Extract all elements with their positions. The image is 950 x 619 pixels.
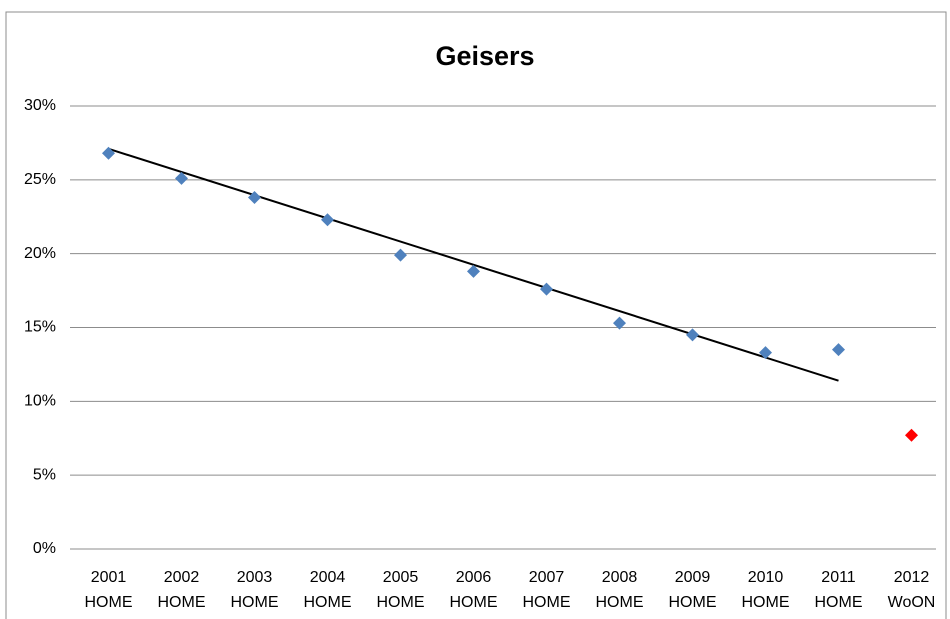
x-tick-label: 2012: [894, 569, 930, 586]
x-tick-label: HOME: [669, 594, 717, 611]
x-tick-label: HOME: [304, 594, 352, 611]
data-point: [467, 264, 480, 278]
y-tick-label: 20%: [24, 245, 56, 262]
data-point: [175, 171, 188, 185]
x-tick-label: WoON: [888, 594, 936, 611]
x-tick-label: 2009: [675, 569, 711, 586]
x-tick-label: 2011: [821, 569, 856, 586]
x-tick-label: 2008: [602, 569, 638, 586]
x-tick-label: HOME: [815, 594, 863, 611]
data-point: [905, 428, 918, 442]
y-tick-label: 0%: [33, 540, 56, 557]
x-tick-label: HOME: [523, 594, 571, 611]
x-tick-label: HOME: [377, 594, 425, 611]
x-tick-label: 2007: [529, 569, 565, 586]
x-tick-label: HOME: [231, 594, 279, 611]
x-tick-label: 2006: [456, 569, 492, 586]
data-point: [394, 248, 407, 262]
chart-title: Geisers: [435, 41, 534, 71]
data-point: [540, 282, 553, 296]
x-tick-label: HOME: [158, 594, 206, 611]
x-tick-label: 2010: [748, 569, 784, 586]
x-tick-label: 2002: [164, 569, 200, 586]
data-point: [613, 316, 626, 330]
data-point: [686, 328, 699, 342]
trendline: [108, 147, 839, 382]
y-tick-label: 5%: [33, 466, 56, 483]
data-point: [248, 191, 261, 205]
y-tick-label: 30%: [24, 97, 56, 114]
y-tick-label: 15%: [24, 319, 56, 336]
data-point: [759, 346, 772, 360]
data-point: [832, 343, 845, 357]
x-tick-label: 2001: [91, 569, 127, 586]
x-tick-label: 2003: [237, 569, 273, 586]
x-tick-label: HOME: [450, 594, 498, 611]
data-point: [102, 146, 115, 160]
y-tick-label: 10%: [24, 393, 56, 410]
chart-frame: [5, 11, 947, 619]
x-tick-label: 2004: [310, 569, 346, 586]
y-tick-label: 25%: [24, 171, 56, 188]
x-tick-label: HOME: [742, 594, 790, 611]
x-tick-label: HOME: [596, 594, 644, 611]
x-tick-label: 2005: [383, 569, 419, 586]
x-tick-label: HOME: [85, 594, 133, 611]
data-point: [321, 213, 334, 227]
